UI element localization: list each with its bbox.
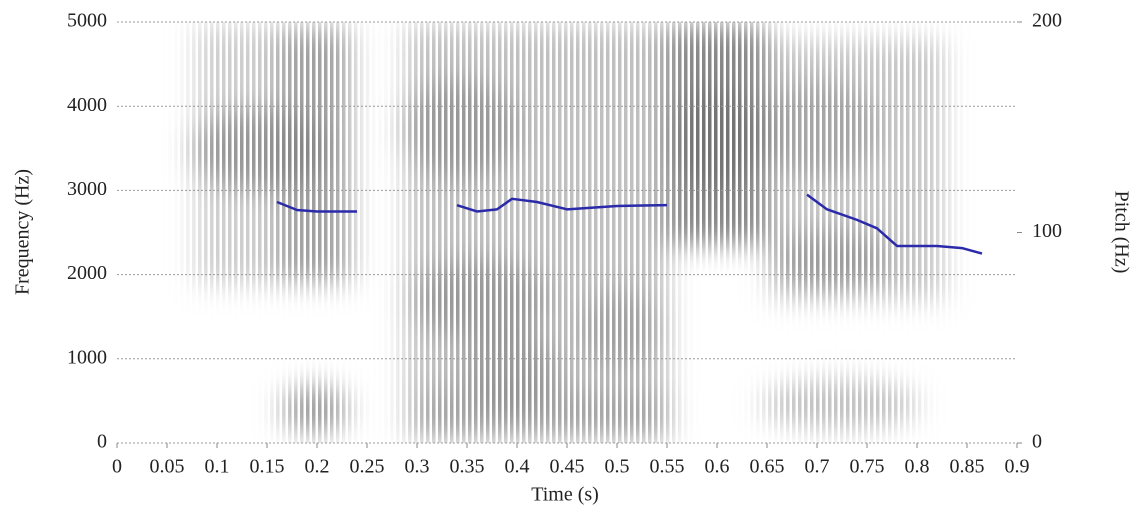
y-tick-label: 2000	[67, 262, 107, 284]
x-tick-label: 0.85	[950, 456, 985, 478]
x-tick-label: 0.15	[250, 456, 285, 478]
x-tick-label: 0.1	[205, 456, 230, 478]
x-tick-label: 0.25	[350, 456, 385, 478]
x-tick-label: 0	[112, 456, 122, 478]
y-tick-label: 4000	[67, 94, 107, 116]
y-tick-label: 0	[97, 431, 107, 453]
y2-tick-label: 100	[1032, 220, 1062, 242]
x-tick-label: 0.5	[605, 456, 630, 478]
x-tick-label: 0.7	[805, 456, 830, 478]
x-tick-label: 0.6	[705, 456, 730, 478]
x-tick-label: 0.4	[505, 456, 530, 478]
x-tick-label: 0.8	[905, 456, 930, 478]
y2-axis-label: Pitch (Hz)	[1110, 191, 1132, 274]
y2-tick-label: 200	[1032, 10, 1062, 32]
x-tick-label: 0.65	[750, 456, 785, 478]
y-axis-label: Frequency (Hz)	[12, 169, 34, 295]
x-tick-label: 0.2	[305, 456, 330, 478]
y2-tick-label: 0	[1032, 431, 1042, 453]
x-tick-label: 0.3	[405, 456, 430, 478]
y-tick-label: 3000	[67, 178, 107, 200]
x-axis-label: Time (s)	[531, 484, 599, 506]
x-tick-label: 0.9	[1005, 456, 1030, 478]
x-tick-label: 0.55	[650, 456, 685, 478]
pitch-line	[276, 193, 983, 255]
x-tick-label: 0.05	[150, 456, 185, 478]
x-tick-label: 0.45	[550, 456, 585, 478]
x-tick-label: 0.75	[850, 456, 885, 478]
y-tick-label: 1000	[67, 346, 107, 368]
spectrogram-texture	[117, 22, 1017, 443]
x-tick-label: 0.35	[450, 456, 485, 478]
y-tick-label: 5000	[67, 10, 107, 32]
